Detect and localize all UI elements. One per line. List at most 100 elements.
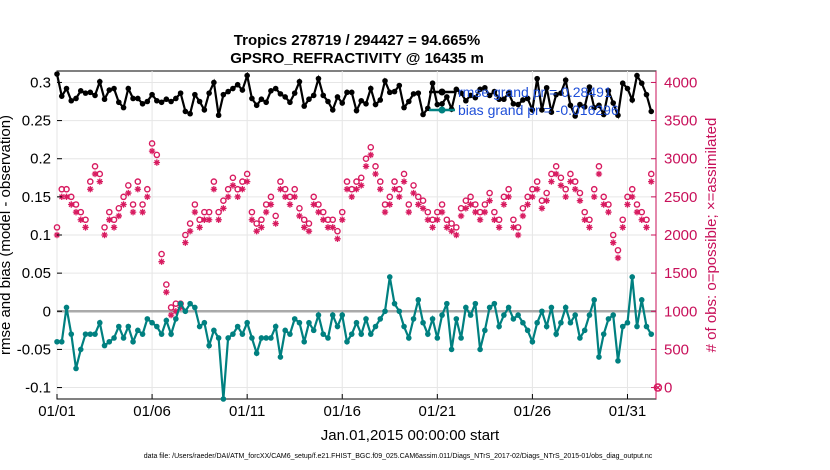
obs-possible-point [182,231,189,239]
rmse-point [562,77,569,83]
y-right-tick-label-4: 2000 [664,227,697,244]
obs-assimilated-point [201,216,208,223]
obs-assimilated-point [106,216,113,223]
bias-point [101,342,108,349]
bias-point [434,335,441,341]
legend-bias-label: bias grand pr = -0.016296 [458,102,619,118]
bias-point [158,331,165,337]
bias-point [444,300,450,307]
obs-assimilated-point [362,163,370,170]
y-left-tick-label-1: -0.05 [17,341,51,358]
rmse-point [111,85,117,92]
obs-possible-point [581,208,588,216]
x-tick-label-0: 01/01 [38,403,76,420]
obs-possible-point [205,208,213,216]
obs-possible-point [91,163,99,170]
obs-possible-point [424,208,432,216]
obs-possible-point [415,193,422,201]
obs-possible-point [267,193,275,201]
obs-possible-point [467,193,474,201]
bias-point [558,319,564,326]
rmse-point [463,97,469,104]
rmse-point [491,88,498,95]
rmse-point [458,90,464,96]
rmse-point [187,110,193,117]
rmse-point [572,113,578,119]
rmse-point [120,104,127,111]
rmse-point [206,90,212,96]
bias-point [591,297,597,303]
obs-assimilated-point [281,193,289,201]
obs-assimilated-point [205,216,213,223]
rmse-point [539,107,545,113]
rmse-point [386,89,393,96]
rmse-point [291,90,298,96]
obs-possible-point [310,193,318,201]
x-tick-label-3: 01/16 [323,403,361,420]
bias-point [548,304,555,311]
rmse-point [529,107,536,113]
bias-point [425,331,431,337]
obs-assimilated-point [486,197,493,204]
obs-possible-point [647,170,655,178]
bias-point [410,316,417,322]
rmse-point [87,89,94,96]
rmse-point [253,102,260,109]
obs-assimilated-point [405,208,412,216]
obs-assimilated-point [505,193,512,201]
obs-assimilated-point [643,224,650,231]
obs-possible-point [163,281,170,288]
rmse-point [320,92,327,99]
obs-assimilated-point [557,182,565,189]
bias-point [529,338,536,345]
bias-point [206,342,212,349]
obs-possible-point [400,170,408,178]
bias-point [600,331,607,337]
obs-assimilated-point [500,201,508,208]
rmse-point [624,85,631,92]
rmse-point [154,97,160,104]
obs-assimilated-point [210,186,218,193]
bias-point [477,346,483,353]
obs-possible-point [277,178,284,185]
obs-assimilated-point [68,201,75,208]
rmse-point [415,90,422,96]
obs-assimilated-point [448,227,455,235]
bias-point [539,308,545,315]
bias-point [453,316,460,322]
obs-possible-point [220,197,227,204]
obs-assimilated-point [495,224,503,231]
obs-assimilated-point [320,216,327,223]
obs-assimilated-point [101,231,108,239]
rmse-point [215,112,222,119]
rmse-point [173,95,179,102]
obs-possible-point [191,201,199,208]
bias-point [396,308,403,315]
obs-possible-point [462,197,470,204]
bias-point [258,335,265,341]
rmse-point [367,85,374,92]
y-left-tick-label-5: 0.15 [22,189,51,206]
obs-assimilated-point [519,212,527,220]
obs-assimilated-point [315,208,322,216]
obs-possible-point [376,178,384,185]
obs-assimilated-point [648,178,655,185]
obs-assimilated-point [272,220,279,227]
obs-assimilated-point [339,216,346,223]
obs-assimilated-point [87,186,94,193]
obs-assimilated-point [177,304,184,311]
bias-point [577,335,583,341]
obs-possible-point [167,304,175,311]
obs-assimilated-point [125,189,132,197]
obs-possible-point [353,178,360,185]
obs-possible-point [144,185,151,193]
bias-point [624,319,631,326]
obs-assimilated-point [305,227,313,235]
obs-assimilated-point [434,216,441,223]
obs-assimilated-point [524,201,531,208]
obs-assimilated-point [381,208,389,216]
rmse-point [382,78,388,84]
rmse-point [567,102,574,109]
rmse-point [258,96,265,103]
series-obs-assim [53,147,655,319]
